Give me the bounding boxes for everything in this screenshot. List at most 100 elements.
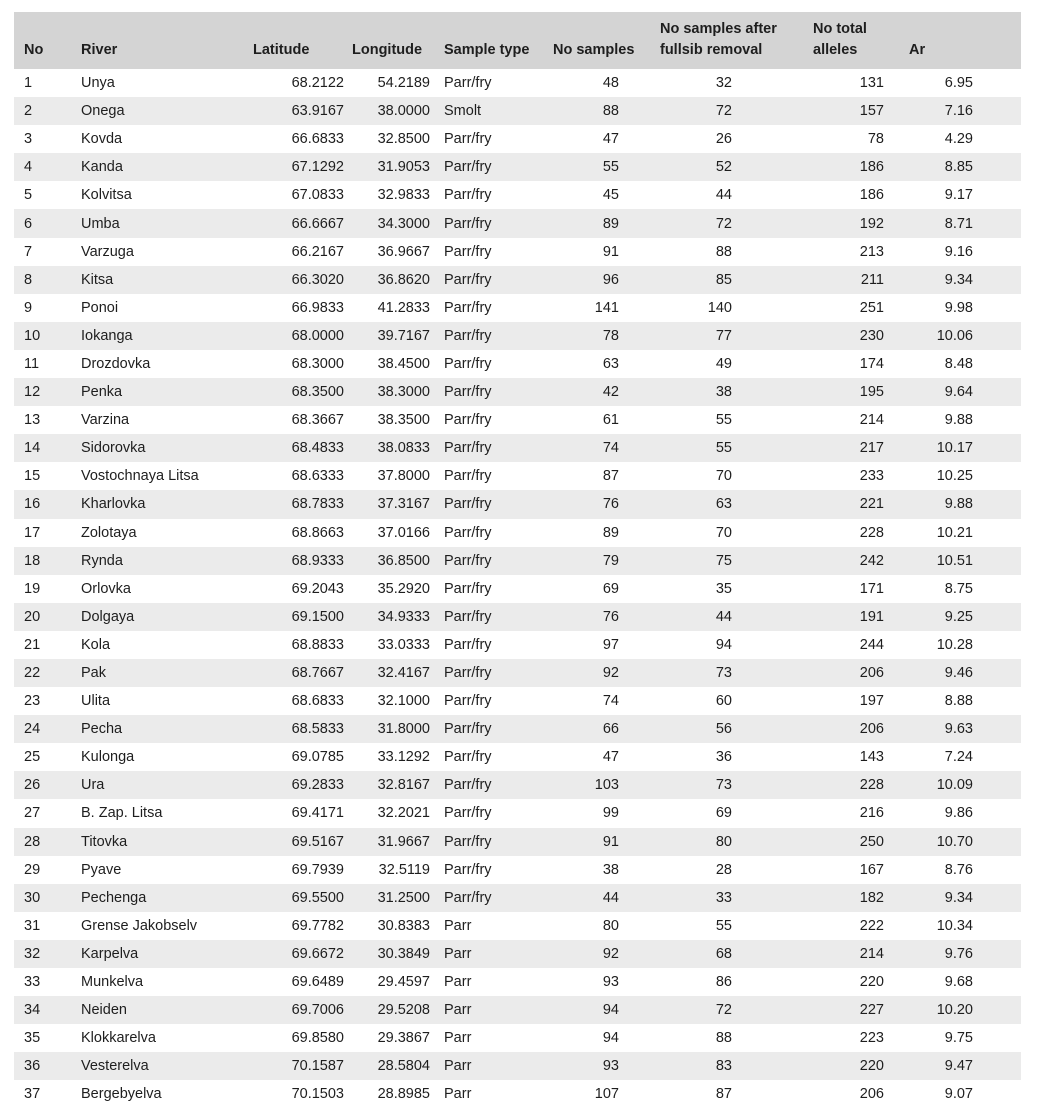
cell-longitude: 33.0333 <box>377 636 430 653</box>
cell-no: 28 <box>24 833 41 850</box>
cell-no: 3 <box>24 131 33 148</box>
cell-longitude: 37.3167 <box>377 496 430 513</box>
cell-sample-type: Parr/fry <box>444 665 492 682</box>
cell-fullsib: 44 <box>715 608 732 625</box>
cell-ar: 9.75 <box>944 1030 973 1047</box>
cell-river: Sidorovka <box>81 440 146 457</box>
cell-latitude: 66.9833 <box>291 299 344 316</box>
cell-total-alleles: 211 <box>860 271 884 288</box>
cell-latitude: 63.9167 <box>291 103 344 120</box>
cell-latitude: 66.3020 <box>291 271 344 288</box>
cell-no-samples: 66 <box>602 721 619 738</box>
cell-latitude: 68.9333 <box>291 552 344 569</box>
cell-longitude: 32.8167 <box>377 777 430 794</box>
cell-fullsib: 56 <box>715 721 732 738</box>
cell-no: 22 <box>24 665 41 682</box>
cell-latitude: 70.1503 <box>291 1086 344 1103</box>
cell-total-alleles: 242 <box>859 552 884 569</box>
cell-river: Kanda <box>81 159 123 176</box>
cell-longitude: 54.2189 <box>377 75 430 92</box>
cell-fullsib: 94 <box>715 636 732 653</box>
cell-total-alleles: 214 <box>859 945 884 962</box>
cell-no-samples: 103 <box>594 777 619 794</box>
cell-latitude: 69.6672 <box>291 945 344 962</box>
cell-river: Orlovka <box>81 580 131 597</box>
cell-river: Kola <box>81 636 111 653</box>
cell-total-alleles: 157 <box>859 103 884 120</box>
cell-latitude: 68.5833 <box>291 721 344 738</box>
cell-no-samples: 88 <box>602 103 619 120</box>
cell-no-samples: 94 <box>602 1030 619 1047</box>
cell-no: 10 <box>24 327 41 344</box>
cell-river: Ponoi <box>81 299 119 316</box>
cell-ar: 8.75 <box>944 580 973 597</box>
cell-river: Titovka <box>81 833 128 850</box>
cell-latitude: 69.5500 <box>291 889 344 906</box>
cell-total-alleles: 228 <box>859 524 884 541</box>
table-row: 30 Pechenga 69.5500 31.2500 Parr/fry 44 33 182 9… <box>14 883 1021 912</box>
cell-ar: 10.06 <box>936 327 973 344</box>
cell-sample-type: Parr/fry <box>444 384 492 401</box>
cell-latitude: 70.1587 <box>291 1058 344 1075</box>
cell-no: 18 <box>24 552 41 569</box>
cell-no: 35 <box>24 1030 41 1047</box>
cell-total-alleles: 131 <box>859 75 884 92</box>
cell-fullsib: 88 <box>715 243 732 260</box>
cell-sample-type: Parr/fry <box>444 327 492 344</box>
table-row: 11 Drozdovka 68.3000 38.4500 Parr/fry 63 49 174… <box>14 350 1021 378</box>
cell-ar: 10.09 <box>936 777 973 794</box>
cell-no-samples: 99 <box>602 805 619 822</box>
cell-river: Umba <box>81 215 120 232</box>
cell-ar: 6.95 <box>944 75 973 92</box>
cell-no: 6 <box>24 215 33 232</box>
table-row: 20 Dolgaya 69.1500 34.9333 Parr/fry 76 44 191 9.… <box>14 602 1021 631</box>
table-row: 25 Kulonga 69.0785 33.1292 Parr/fry 47 36 143 7.… <box>14 743 1021 771</box>
table-row: 32 Karpelva 69.6672 30.3849 Parr 92 68 214 9.76 <box>14 939 1021 968</box>
cell-no-samples: 63 <box>602 355 619 372</box>
cell-longitude: 32.5119 <box>378 861 430 878</box>
cell-latitude: 68.7667 <box>291 665 344 682</box>
cell-river: Unya <box>81 75 115 92</box>
cell-longitude: 36.8500 <box>377 552 430 569</box>
cell-fullsib: 68 <box>715 945 732 962</box>
cell-total-alleles: 233 <box>859 468 884 485</box>
table-row: 9 Ponoi 66.9833 41.2833 Parr/fry 141 140 251 9.9… <box>14 294 1021 322</box>
cell-total-alleles: 244 <box>859 636 884 653</box>
table-row: 35 Klokkarelva 69.8580 29.3867 Parr 94 88 223 9.… <box>14 1024 1021 1052</box>
cell-ar: 10.34 <box>936 917 973 934</box>
cell-latitude: 66.2167 <box>291 243 344 260</box>
cell-no-samples: 42 <box>602 384 619 401</box>
cell-no-samples: 89 <box>602 524 619 541</box>
cell-latitude: 68.6833 <box>291 693 344 710</box>
cell-fullsib: 73 <box>715 665 732 682</box>
cell-latitude: 68.3667 <box>291 412 344 429</box>
cell-sample-type: Parr/fry <box>444 833 492 850</box>
cell-ar: 10.20 <box>936 1002 973 1019</box>
table-row: 14 Sidorovka 68.4833 38.0833 Parr/fry 74 55 217… <box>14 434 1021 463</box>
cell-fullsib: 72 <box>715 103 732 120</box>
cell-total-alleles: 230 <box>859 327 884 344</box>
table-row: 2 Onega 63.9167 38.0000 Smolt 88 72 157 7.16 <box>14 97 1021 126</box>
header-no: No <box>24 42 44 58</box>
cell-latitude: 69.7939 <box>291 861 344 878</box>
table-row: 26 Ura 69.2833 32.8167 Parr/fry 103 73 228 10.09 <box>14 771 1021 800</box>
cell-no: 36 <box>24 1058 41 1075</box>
cell-river: Karpelva <box>81 945 139 962</box>
header-fullsib-line1: No samples after <box>660 21 777 37</box>
cell-no-samples: 47 <box>602 749 619 766</box>
cell-sample-type: Parr <box>444 974 472 991</box>
cell-total-alleles: 223 <box>859 1030 884 1047</box>
cell-sample-type: Parr/fry <box>444 131 492 148</box>
cell-river: Penka <box>81 384 123 401</box>
table-row: 24 Pecha 68.5833 31.8000 Parr/fry 66 56 206 9.63 <box>14 715 1021 744</box>
cell-no-samples: 74 <box>602 693 619 710</box>
cell-sample-type: Parr/fry <box>444 440 492 457</box>
cell-sample-type: Parr/fry <box>444 159 492 176</box>
cell-total-alleles: 192 <box>859 215 884 232</box>
cell-longitude: 36.8620 <box>377 271 430 288</box>
table-row: 22 Pak 68.7667 32.4167 Parr/fry 92 73 206 9.46 <box>14 658 1021 688</box>
cell-fullsib: 26 <box>715 131 732 148</box>
cell-latitude: 69.2043 <box>291 580 344 597</box>
cell-sample-type: Parr/fry <box>444 468 492 485</box>
cell-longitude: 34.9333 <box>377 608 430 625</box>
